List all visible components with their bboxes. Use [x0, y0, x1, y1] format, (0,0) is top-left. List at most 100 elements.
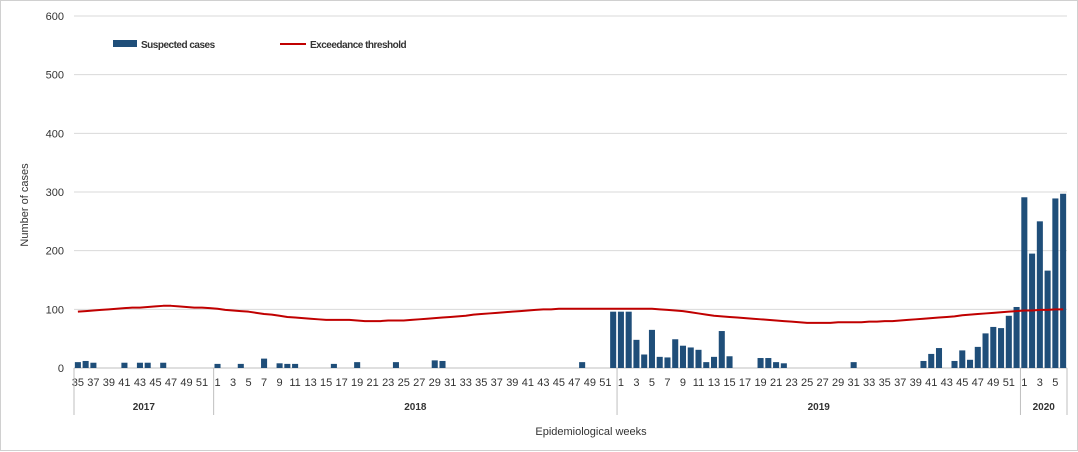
bar	[610, 311, 617, 368]
x-tick-label: 7	[261, 377, 267, 389]
y-tick-label: 100	[46, 304, 64, 316]
x-tick-label: 25	[801, 377, 813, 389]
x-tick-label: 37	[894, 377, 906, 389]
legend-label-suspected: Suspected cases	[141, 40, 216, 51]
bar	[726, 356, 733, 368]
x-tick-label: 17	[336, 377, 348, 389]
x-tick-label: 17	[739, 377, 751, 389]
year-label: 2020	[1033, 402, 1056, 413]
bar	[121, 362, 128, 368]
bar	[687, 347, 694, 368]
bar	[951, 360, 958, 368]
y-axis-title: Number of cases	[19, 163, 31, 247]
x-tick-label: 25	[398, 377, 410, 389]
bar	[757, 358, 764, 368]
x-tick-label: 37	[87, 377, 99, 389]
bar	[1044, 270, 1051, 368]
x-tick-label: 41	[925, 377, 937, 389]
bar	[292, 363, 299, 368]
bar	[710, 356, 718, 368]
x-tick-label: 5	[1052, 377, 1058, 389]
x-tick-label: 39	[103, 377, 115, 389]
bar	[780, 363, 787, 368]
grid-lines	[74, 15, 1067, 369]
bar	[392, 362, 399, 368]
x-tick-label: 37	[491, 377, 503, 389]
bar	[974, 346, 981, 368]
x-tick-label: 7	[664, 377, 670, 389]
bar	[648, 329, 655, 368]
x-tick-label: 49	[180, 377, 192, 389]
bar	[330, 363, 337, 368]
bar	[354, 362, 361, 368]
x-tick-label: 33	[460, 377, 472, 389]
x-tick-label: 33	[863, 377, 875, 389]
bar	[641, 354, 648, 368]
bar	[982, 333, 989, 368]
x-tick-label: 23	[785, 377, 797, 389]
bar	[90, 362, 97, 368]
bar	[144, 362, 151, 368]
bar	[935, 348, 943, 368]
x-tick-label: 11	[693, 377, 704, 389]
x-tick-label: 5	[245, 377, 251, 389]
bar	[261, 358, 268, 368]
bar	[1036, 221, 1043, 368]
bar	[136, 362, 143, 368]
x-tick-label: 1	[214, 377, 220, 389]
x-axis: 35 37 39 41 43 45 47 49 51 1 3 5 7 9 11 13 15 17 19 21 23 25 2…	[72, 368, 1068, 415]
x-tick-label: 29	[429, 377, 441, 389]
bar	[276, 363, 283, 368]
y-tick-label: 600	[46, 11, 64, 23]
bar	[656, 356, 663, 368]
x-tick-label: 31	[444, 377, 456, 389]
x-tick-label: 23	[382, 377, 394, 389]
x-tick-label: 41	[118, 377, 130, 389]
bar	[1060, 193, 1067, 368]
bar	[633, 339, 640, 368]
bar	[1052, 198, 1059, 368]
x-tick-label: 15	[723, 377, 735, 389]
x-tick-label: 39	[910, 377, 922, 389]
x-tick-label: 45	[149, 377, 161, 389]
x-tick-label: 49	[987, 377, 999, 389]
x-tick-label: 51	[1003, 377, 1015, 389]
x-tick-label: 49	[584, 377, 596, 389]
bar	[959, 350, 966, 368]
bar	[765, 358, 772, 368]
x-tick-label: 41	[522, 377, 534, 389]
year-label: 2017	[133, 402, 156, 413]
bar	[82, 360, 89, 368]
x-tick-label: 21	[770, 377, 782, 389]
year-label: 2019	[808, 402, 831, 413]
x-tick-label: 47	[972, 377, 984, 389]
x-tick-label: 1	[618, 377, 624, 389]
x-tick-label: 1	[1021, 377, 1027, 389]
bar	[672, 339, 679, 368]
bar	[664, 357, 671, 368]
bar	[850, 362, 857, 368]
legend: Suspected cases Exceedance threshold	[113, 40, 407, 51]
x-tick-label: 19	[351, 377, 363, 389]
x-tick-label: 5	[649, 377, 655, 389]
x-tick-label: 43	[537, 377, 549, 389]
x-tick-label: 45	[956, 377, 968, 389]
bar	[1005, 315, 1012, 368]
bar	[718, 331, 725, 368]
x-tick-label: 43	[134, 377, 146, 389]
x-tick-label: 13	[708, 377, 720, 389]
x-tick-label: 45	[553, 377, 565, 389]
x-tick-label: 27	[817, 377, 829, 389]
bar	[579, 362, 586, 368]
x-tick-label: 9	[277, 377, 283, 389]
bar	[773, 362, 780, 368]
x-tick-label: 47	[568, 377, 580, 389]
bar	[1013, 306, 1020, 368]
y-tick-label: 500	[46, 70, 64, 82]
x-tick-label: 3	[633, 377, 639, 389]
bar	[695, 349, 702, 368]
x-tick-label: 39	[506, 377, 518, 389]
x-tick-label: 21	[367, 377, 379, 389]
bar	[998, 328, 1005, 368]
